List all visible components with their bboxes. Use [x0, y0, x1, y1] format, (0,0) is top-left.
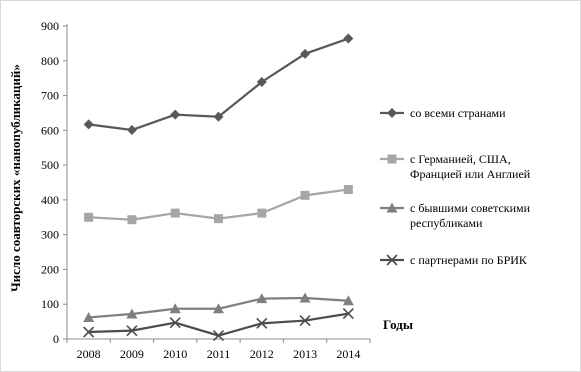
series-group [83, 33, 354, 342]
x-marker-stroke [256, 317, 268, 329]
data-point [342, 295, 354, 306]
legend-label: с Германией, США, Францией или Англией [410, 152, 531, 181]
legend-marker [386, 202, 398, 213]
x-tick-label: 2011 [207, 347, 231, 361]
x-tick-label: 2012 [250, 347, 274, 361]
y-tick-label: 500 [41, 158, 59, 172]
data-point [126, 308, 138, 319]
data-point [84, 212, 94, 222]
y-tick-label: 0 [53, 332, 59, 346]
series-1 [83, 33, 354, 135]
y-tick-label: 400 [41, 193, 59, 207]
x-marker-stroke [386, 254, 398, 266]
x-marker-stroke [342, 308, 354, 320]
data-point [343, 184, 353, 194]
data-point [257, 208, 267, 218]
data-point [169, 317, 181, 329]
y-tick-label: 200 [41, 262, 59, 276]
legend-marker [387, 154, 397, 164]
data-point [299, 315, 311, 327]
y-tick-label: 300 [41, 228, 59, 242]
data-point [343, 33, 354, 44]
y-axis-title: Число соавторских «нанопубликаций» [8, 64, 23, 292]
data-point [256, 293, 268, 304]
legend-label: с партнерами по БРИК [410, 253, 528, 267]
x-tick-label: 2009 [120, 347, 144, 361]
data-point [83, 326, 95, 338]
legend: со всеми странами с Германией, США, Франци… [380, 106, 531, 267]
x-axis-title: Годы [383, 317, 413, 332]
y-tick-label: 800 [41, 54, 59, 68]
data-point [300, 190, 310, 200]
legend-entry: с бывшими советскими республиками [380, 201, 531, 230]
data-point [170, 208, 180, 218]
legend-entry: с Германией, США, Францией или Англией [380, 152, 531, 181]
data-point [299, 292, 311, 303]
y-tick-label: 100 [41, 297, 59, 311]
x-axis: 2008 2009 2010 2011 2012 2013 2014 [66, 338, 371, 361]
data-point [256, 76, 267, 87]
data-point [127, 215, 137, 225]
legend-marker [387, 108, 397, 118]
data-point [83, 311, 95, 322]
x-marker-stroke [83, 326, 95, 338]
y-tick-label: 600 [41, 123, 59, 137]
data-point [83, 119, 94, 130]
legend-marker [386, 254, 398, 266]
x-marker-stroke [212, 329, 225, 342]
data-point [213, 111, 224, 122]
data-point [126, 325, 138, 337]
y-axis: 0 100 200 300 400 500 600 700 800 900 [41, 19, 68, 346]
legend-label: с бывшими советскими республиками [410, 201, 531, 230]
x-tick-label: 2013 [293, 347, 317, 361]
series-3 [83, 292, 354, 322]
x-marker-stroke [169, 317, 181, 329]
x-tick-label: 2014 [336, 347, 360, 361]
x-tick-label: 2010 [163, 347, 187, 361]
data-point [213, 303, 224, 314]
series-2 [84, 184, 353, 225]
legend-entry: со всеми странами [380, 106, 506, 120]
series-4 [83, 308, 354, 342]
data-point [212, 329, 225, 342]
data-point [300, 48, 311, 59]
legend-entry: с партнерами по БРИК [380, 253, 528, 267]
y-tick-label: 700 [41, 89, 59, 103]
x-marker-stroke [126, 325, 138, 337]
x-marker-stroke [299, 315, 311, 327]
data-point [342, 308, 354, 320]
legend-label: со всеми странами [410, 106, 506, 120]
data-point [256, 317, 268, 329]
data-point [170, 109, 181, 120]
data-point [214, 214, 223, 224]
data-point [169, 303, 181, 314]
data-point [126, 124, 137, 135]
y-tick-label: 900 [41, 19, 59, 33]
x-tick-label: 2008 [77, 347, 101, 361]
